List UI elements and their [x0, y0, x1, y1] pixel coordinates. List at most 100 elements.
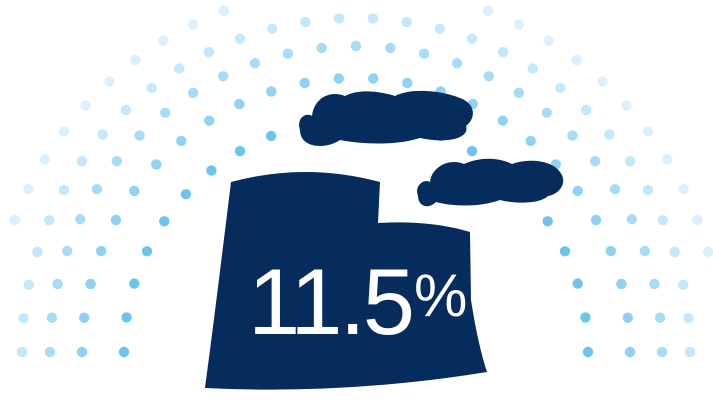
decorative-dot [39, 154, 50, 165]
decorative-dot [605, 245, 616, 257]
decorative-dot [234, 145, 246, 157]
factory-chimney-left [205, 172, 487, 390]
decorative-dot [642, 184, 654, 196]
decorative-dot [180, 189, 192, 200]
decorative-dot [23, 183, 34, 195]
decorative-dot [151, 159, 162, 170]
decorative-dot [299, 77, 310, 89]
decorative-dot [621, 100, 632, 111]
decorative-dot [542, 216, 553, 227]
stat-unit: % [413, 262, 468, 329]
decorative-dot [572, 185, 583, 197]
decorative-dot [624, 346, 636, 358]
decorative-dot [16, 346, 28, 358]
decorative-dot [267, 23, 278, 34]
decorative-dot [300, 16, 311, 28]
decorative-dot [466, 145, 478, 157]
decorative-dot [52, 278, 63, 290]
decorative-dot [118, 346, 130, 358]
decorative-dot [80, 100, 91, 111]
decorative-dot [350, 40, 362, 52]
decorative-dot [497, 46, 509, 58]
decorative-dot [580, 104, 592, 116]
decorative-dot [604, 129, 615, 140]
decorative-dot [402, 77, 413, 89]
smoke-cloud-lower [417, 158, 564, 207]
decorative-dot [58, 126, 70, 137]
decorative-dot [120, 104, 132, 116]
decorative-dot [483, 5, 494, 16]
decorative-dot [597, 76, 608, 87]
decorative-dot [76, 346, 88, 358]
decorative-dot [129, 278, 140, 289]
decorative-dot [333, 13, 345, 24]
decorative-dot [61, 245, 73, 257]
decorative-dot [176, 135, 187, 147]
decorative-dot [96, 245, 107, 257]
decorative-dot [75, 214, 86, 225]
decorative-dot [692, 214, 703, 225]
decorative-dot [513, 87, 524, 99]
decorative-dot [525, 135, 536, 147]
decorative-dot [624, 156, 636, 167]
decorative-dot [622, 312, 633, 323]
decorative-dot [46, 312, 58, 323]
decorative-dot [234, 98, 245, 110]
decorative-dot [249, 58, 261, 69]
decorative-dot [110, 214, 122, 226]
decorative-dot [567, 130, 578, 141]
decorative-dot [79, 312, 90, 323]
decorative-dot [368, 73, 379, 84]
decorative-dot [657, 215, 669, 226]
smoke-cloud-upper [299, 90, 473, 146]
smoke-cloud-icon [299, 90, 564, 207]
decorative-dot [702, 246, 713, 257]
decorative-dot [43, 215, 55, 226]
decorative-dot [527, 63, 538, 74]
decorative-dot [266, 130, 277, 142]
decorative-dot [616, 278, 627, 290]
decorative-dot [609, 184, 621, 195]
decorative-dot [434, 23, 445, 34]
decorative-dot [91, 184, 103, 195]
decorative-dot [639, 245, 650, 257]
decorative-dot [97, 129, 108, 140]
decorative-dot [23, 279, 34, 290]
decorative-dot [204, 115, 215, 126]
decorative-dot [367, 13, 379, 24]
decorative-dot [282, 48, 294, 59]
decorative-dot [333, 73, 344, 84]
decorative-dot [559, 246, 571, 257]
decorative-dot [555, 82, 566, 94]
decorative-dot [159, 216, 170, 227]
decorative-dot [160, 107, 171, 119]
decorative-dot [85, 278, 96, 290]
decorative-dot [130, 54, 141, 66]
decorative-dot [683, 313, 694, 324]
decorative-dot [678, 279, 689, 290]
decorative-dot [582, 346, 594, 358]
decorative-dot [654, 312, 666, 323]
decorative-dot [111, 156, 123, 167]
decorative-dot [669, 246, 680, 258]
decorative-dot [266, 86, 277, 97]
decorative-dot [76, 156, 88, 167]
decorative-dot [134, 130, 145, 141]
decorative-dot [642, 126, 654, 137]
decorative-dot [541, 107, 552, 119]
decorative-dot [656, 346, 668, 358]
decorative-dot [684, 346, 696, 358]
decorative-dot [218, 71, 229, 82]
decorative-dot [121, 312, 132, 323]
decorative-dot [572, 278, 583, 289]
decorative-dot [174, 63, 185, 74]
decorative-dot [513, 19, 525, 30]
decorative-dot [58, 184, 70, 196]
decorative-dot [18, 313, 29, 324]
decorative-dot [385, 42, 396, 54]
decorative-dot [662, 154, 673, 165]
decorative-dot [401, 16, 412, 28]
percentage-stat: 11.5% [248, 255, 467, 349]
decorative-dot [203, 46, 215, 58]
decorative-dot [141, 246, 153, 257]
